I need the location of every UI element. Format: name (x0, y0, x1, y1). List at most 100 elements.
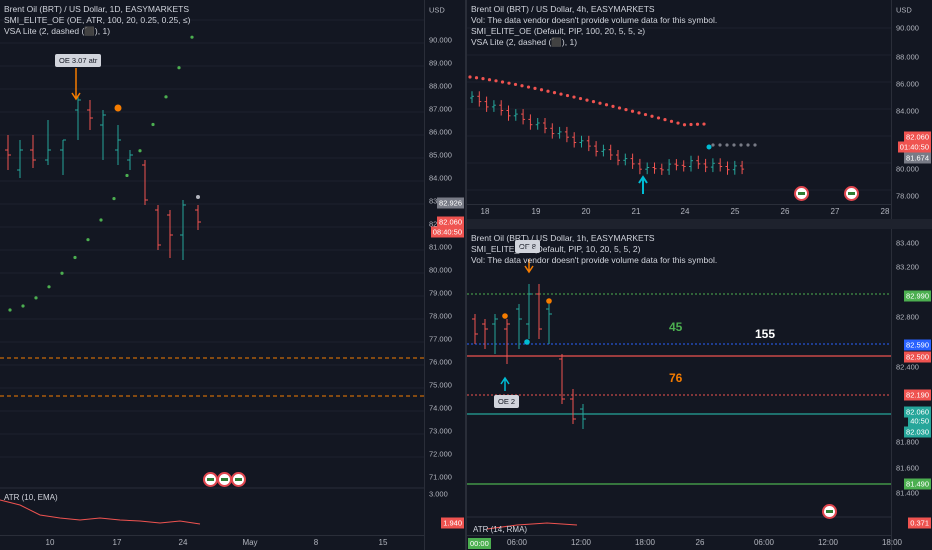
event-badge-icon[interactable] (217, 472, 232, 487)
price-marker-dot (196, 195, 200, 199)
trend-dot (650, 114, 654, 118)
price-axis-label: 78.000 (896, 191, 919, 201)
price-axis-label: 84.000 (429, 173, 452, 183)
event-badge-icon[interactable] (844, 186, 859, 201)
indicator-vsa-lite[interactable]: VSA Lite (2, dashed (⬛), 1) (4, 26, 111, 36)
price-axis-label: 78.000 (429, 311, 452, 321)
time-axis-label: 26 (780, 207, 790, 216)
forecast-dot (718, 143, 722, 147)
trailing-stop-dot (177, 66, 181, 70)
level-tag-red-2: 82.190 (904, 389, 931, 401)
trend-dot (643, 112, 648, 117)
level-tag-green-2: 81.490 (904, 478, 931, 490)
last-price-tag: 82.060 (437, 216, 464, 228)
indicator-smi-elite[interactable]: SMI_ELITE_OE (Default, PIP, 10, 20, 5, 5… (471, 244, 641, 254)
price-axis-label: 81.600 (896, 463, 919, 473)
price-axis-label: 73.000 (429, 426, 452, 436)
countdown-tag: 08:40:50 (430, 226, 464, 238)
trend-dot (676, 121, 680, 125)
trend-dot (546, 89, 550, 93)
price-axis-4h[interactable]: USD 90.000 88.000 86.000 84.000 80.000 78.000… (891, 0, 932, 219)
indicator-vsa-lite[interactable]: VSA Lite (2, dashed (⬛), 1) (471, 37, 578, 47)
level-tag-blue: 82.590 (904, 339, 931, 351)
arrow-up-icon (500, 376, 510, 391)
oe-callout-top: OE 8 (515, 240, 541, 253)
event-badge-icon[interactable] (794, 186, 809, 201)
price-plot-1h (467, 259, 892, 530)
time-axis-label: May (242, 538, 258, 547)
time-axis-label: 24 (178, 538, 188, 547)
price-axis-label: 90.000 (896, 23, 919, 33)
time-axis-daily[interactable]: 10 17 24 May 8 15 (0, 535, 425, 550)
forecast-dot (732, 143, 736, 147)
price-axis-label: 81.000 (429, 242, 452, 252)
legend-1h: Brent Oil (BRT) / US Dollar, 1h, EASYMAR… (471, 233, 717, 266)
chart-pane-daily[interactable]: Brent Oil (BRT) / US Dollar, 1D, EASYMAR… (0, 0, 465, 550)
time-axis-label: 19 (531, 207, 541, 216)
trend-dot (500, 80, 505, 84)
atr-value-tag: 1.940 (441, 517, 464, 529)
trend-dot (578, 96, 583, 101)
pane-divider[interactable] (465, 0, 467, 550)
indicator-smi-elite[interactable]: SMI_ELITE_OE (Default, PIP, 100, 20, 5, … (471, 26, 646, 36)
chart-pane-1h[interactable]: Brent Oil (BRT) / US Dollar, 1h, EASYMAR… (467, 229, 932, 550)
count-label-45: 45 (669, 320, 683, 334)
event-badge-icon[interactable] (203, 472, 218, 487)
trend-dot (481, 77, 485, 81)
time-axis-label: 18:00 (634, 538, 656, 547)
price-axis-label: 80.000 (896, 164, 919, 174)
price-axis-1h[interactable]: 83.400 83.200 82.800 82.400 81.800 81.600 81.4… (891, 229, 932, 550)
forecast-dot (711, 143, 715, 147)
price-axis-label: 87.000 (429, 104, 452, 114)
time-axis-label: 06:00 (753, 538, 775, 547)
price-axis-label: 82.800 (896, 312, 919, 322)
time-axis-label: 17 (112, 538, 122, 547)
atr-label[interactable]: ATR (10, EMA) (4, 493, 58, 502)
time-axis-label: 20 (581, 207, 591, 216)
signal-dot (502, 313, 508, 319)
level-tag-cyan: 82.030 (904, 426, 931, 438)
symbol-title[interactable]: Brent Oil (BRT) / US Dollar, 1D, EASYMAR… (4, 4, 189, 14)
countdown-tag: 40:50 (908, 415, 931, 427)
event-badge-icon[interactable] (231, 472, 246, 487)
price-axis-daily[interactable]: USD 90.000 89.000 88.000 87.000 86.000 85.000… (424, 0, 465, 550)
time-axis-label: 12:00 (570, 538, 592, 547)
currency-label: USD (429, 5, 445, 15)
trailing-stop-dot (151, 122, 155, 127)
trailing-stop-dot (47, 285, 51, 289)
price-axis-label: 84.000 (896, 106, 919, 116)
atr-label[interactable]: ATR (14, RMA) (473, 525, 528, 534)
symbol-title[interactable]: Brent Oil (BRT) / US Dollar, 4h, EASYMAR… (471, 4, 655, 14)
trailing-stop-dot (125, 173, 129, 178)
event-badge-icon[interactable] (822, 504, 837, 519)
price-axis-label: 81.400 (896, 488, 919, 498)
time-start-tag: 00:00 (468, 538, 491, 549)
oe-callout-bottom: OE 2 (494, 395, 520, 408)
time-axis-4h[interactable]: 18 19 20 21 24 25 26 27 28 (467, 204, 892, 219)
time-axis-label: 25 (730, 207, 740, 216)
volume-notice: Vol: The data vendor doesn't provide vol… (471, 255, 718, 265)
price-axis-label: 89.000 (429, 58, 452, 68)
price-axis-label: 75.000 (429, 380, 452, 390)
symbol-title[interactable]: Brent Oil (BRT) / US Dollar, 1h, EASYMAR… (471, 233, 655, 243)
chart-pane-4h[interactable]: Brent Oil (BRT) / US Dollar, 4h, EASYMAR… (467, 0, 932, 219)
time-axis-label: 26 (695, 538, 705, 547)
price-axis-label: 88.000 (429, 81, 452, 91)
trailing-stop-dot (190, 35, 194, 39)
price-axis-label: 85.000 (429, 150, 452, 160)
trend-dot (507, 81, 511, 85)
time-axis-label: 27 (830, 207, 840, 216)
time-axis-label: 10 (45, 538, 55, 547)
trend-dot (494, 79, 498, 83)
trailing-stop-dot (99, 218, 103, 222)
price-axis-label: 80.000 (429, 265, 452, 275)
time-axis-label: 15 (378, 538, 388, 547)
time-axis-1h[interactable]: 06:00 12:00 18:00 26 06:00 12:00 18:00 (467, 535, 902, 550)
pane-divider[interactable] (467, 219, 932, 229)
currency-label: USD (896, 5, 912, 15)
oe-callout: OE 3.07 atr (55, 54, 102, 67)
price-plot-daily (0, 19, 425, 525)
signal-dot (114, 104, 122, 112)
price-axis-label: 90.000 (429, 35, 452, 45)
indicator-smi-elite[interactable]: SMI_ELITE_OE (OE, ATR, 100, 20, 0.25, 0.… (4, 15, 191, 25)
